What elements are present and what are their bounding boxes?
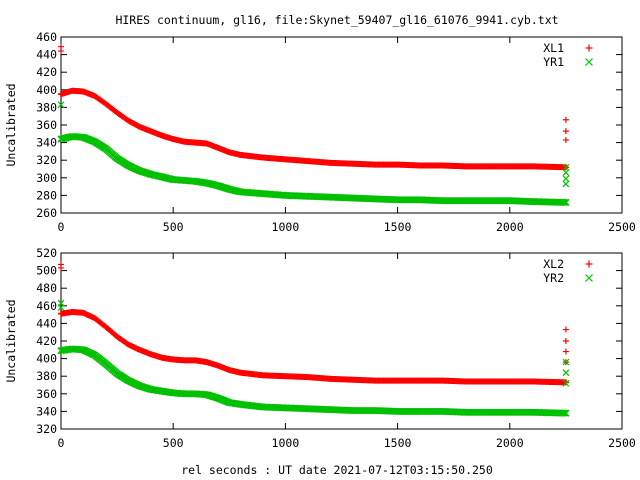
x-tick-label: 2500 — [608, 220, 636, 234]
outlier-point — [562, 369, 570, 377]
legend-label: YR2 — [543, 271, 564, 285]
plot-frame — [60, 36, 623, 214]
y-tick-label: 380 — [36, 369, 57, 383]
legend-marker — [585, 260, 593, 268]
y-tick-label: 440 — [36, 316, 57, 330]
outlier-point — [57, 304, 65, 311]
y-tick-label: 420 — [36, 65, 57, 79]
series-XL2 — [58, 261, 569, 386]
data-point — [559, 409, 567, 417]
legend-marker — [585, 58, 593, 66]
data-point — [562, 409, 570, 417]
y-tick-label: 380 — [36, 100, 57, 114]
outlier-point — [562, 116, 569, 123]
y-tick-label: 420 — [36, 334, 57, 348]
legend-label: XL2 — [543, 257, 564, 271]
outlier-point — [58, 48, 64, 55]
x-tick-label: 500 — [163, 220, 184, 234]
outlier-point — [562, 169, 570, 176]
outlier-point — [57, 101, 65, 109]
data-point — [562, 379, 569, 386]
outlier-point — [562, 358, 570, 366]
data-point — [560, 409, 569, 417]
bottom-plot-panel: 320 340 360 380 400 420 440 460 480 500 520 0 500 100… — [4, 246, 636, 450]
legend-marker — [585, 44, 593, 52]
y-tick-label: 320 — [36, 153, 57, 167]
y-tick-label: 480 — [36, 281, 57, 295]
legend-label: XL1 — [543, 41, 564, 55]
data-point — [562, 198, 570, 207]
outlier-point — [562, 163, 570, 171]
x-tick-label: 0 — [58, 220, 65, 234]
x-tick-label: 1500 — [384, 220, 412, 234]
y-axis-label: Uncalibrated — [4, 83, 18, 166]
y-tick-label: 500 — [36, 264, 57, 278]
outlier-point — [562, 338, 569, 344]
outlier-point — [562, 175, 570, 183]
y-tick-label: 360 — [36, 118, 57, 132]
y-tick-label: 340 — [36, 136, 57, 150]
y-axis-label: Uncalibrated — [4, 299, 18, 382]
y-tick-label: 460 — [36, 30, 57, 44]
outlier-point — [562, 348, 569, 355]
outlier-point — [58, 264, 64, 271]
x-tick-label: 500 — [163, 436, 184, 450]
y-tick-label: 520 — [36, 246, 57, 260]
y-tick-label: 300 — [36, 171, 57, 185]
top-plot-panel: 260 280 300 320 340 360 380 400 420 440 460 0 500 100… — [4, 30, 636, 234]
y-tick-label: 260 — [36, 206, 57, 220]
chart-title: HIRES continuum, gl16, file:Skynet_59407… — [115, 13, 558, 27]
outlier-point — [562, 136, 569, 143]
x-tick-label: 2000 — [496, 220, 524, 234]
outlier-point — [562, 379, 570, 387]
y-tick-label: 440 — [36, 48, 57, 62]
legend-label: YR1 — [543, 55, 564, 69]
y-tick-label: 360 — [36, 387, 57, 401]
x-tick-label: 2500 — [608, 436, 636, 450]
y-tick-label: 400 — [36, 83, 57, 97]
y-tick-label: 320 — [36, 422, 57, 436]
x-tick-label: 1000 — [272, 436, 300, 450]
x-tick-label: 0 — [58, 436, 65, 450]
outlier-point — [562, 180, 570, 188]
outlier-point — [562, 128, 569, 135]
series-XL1 — [58, 43, 569, 171]
series-YR2 — [57, 299, 570, 417]
y-tick-label: 280 — [36, 188, 57, 202]
data-point — [560, 198, 569, 206]
legend-marker — [585, 274, 593, 282]
y-tick-label: 400 — [36, 352, 57, 366]
x-axis-label: rel seconds : UT date 2021-07-12T03:15:5… — [181, 463, 493, 477]
outlier-point — [562, 326, 569, 333]
y-tick-label: 460 — [36, 299, 57, 313]
x-tick-label: 2000 — [496, 436, 524, 450]
data-point — [559, 198, 567, 206]
x-tick-label: 1000 — [272, 220, 300, 234]
y-tick-label: 340 — [36, 404, 57, 418]
series-YR1 — [57, 101, 570, 207]
x-tick-label: 1500 — [384, 436, 412, 450]
plot-frame — [60, 252, 623, 430]
